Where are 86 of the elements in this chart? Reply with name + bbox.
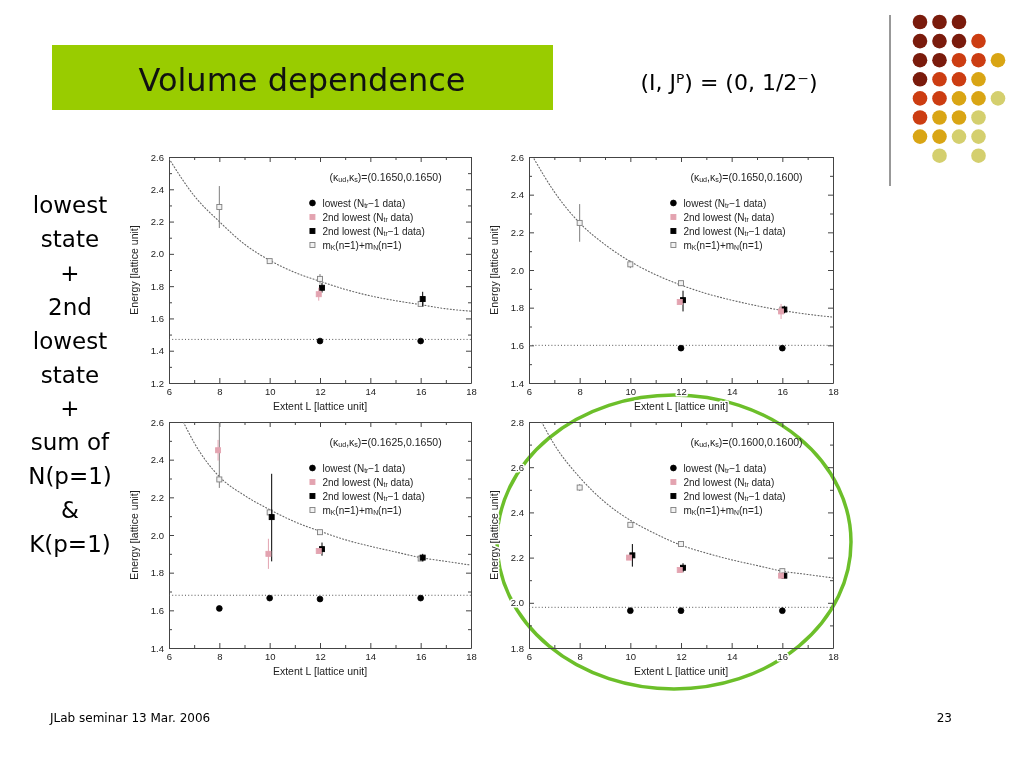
x-axis-title: Extent L [lattice unit] bbox=[272, 400, 368, 412]
x-tick-label: 16 bbox=[777, 385, 789, 397]
y-tick-label: 2.4 bbox=[150, 454, 164, 466]
y-tick-label: 2.0 bbox=[510, 264, 524, 276]
text: Volume dependence bbox=[138, 61, 466, 99]
y-tick-label: 2.2 bbox=[150, 216, 164, 228]
x-tick-label: 18 bbox=[828, 650, 839, 662]
x-tick-label: 18 bbox=[466, 650, 477, 662]
legend-label: m$_{K}$(n=1)+m$_{N}$(n=1) bbox=[683, 504, 763, 516]
text: (I, Jᴾ) = (0, 1/2⁻) bbox=[640, 70, 818, 95]
y-tick-label: 2.6 bbox=[150, 416, 164, 428]
x-tick-label: 10 bbox=[625, 385, 637, 397]
x-tick-label: 12 bbox=[676, 385, 687, 397]
legend-label: 2nd lowest (N$_{tr}$ data) bbox=[322, 211, 414, 223]
y-tick-label: 2.0 bbox=[150, 529, 164, 541]
legend-label: 2nd lowest (N$_{tr}$−1 data) bbox=[322, 490, 425, 502]
y-tick-label: 2.2 bbox=[510, 552, 524, 564]
y-tick-label: 2.4 bbox=[150, 183, 164, 195]
annotation: (κ$_{ud}$,κ$_{s}$)=(0.1600,0.1600) bbox=[690, 436, 803, 450]
y-tick-label: 2.2 bbox=[150, 491, 164, 503]
x-tick-label: 10 bbox=[264, 385, 276, 397]
x-tick-label: 8 bbox=[577, 650, 583, 662]
legend-label: lowest (N$_{tr}$−1 data) bbox=[683, 462, 767, 474]
legend-label: 2nd lowest (N$_{tr}$ data) bbox=[683, 211, 775, 223]
x-tick-label: 14 bbox=[365, 650, 377, 662]
x-tick-label: 6 bbox=[166, 385, 173, 397]
y-tick-label: 2.4 bbox=[510, 189, 524, 201]
x-tick-label: 14 bbox=[726, 650, 738, 662]
x-tick-label: 14 bbox=[726, 385, 738, 397]
text: 23 bbox=[936, 711, 952, 725]
x-tick-label: 18 bbox=[828, 385, 839, 397]
x-tick-label: 6 bbox=[166, 650, 173, 662]
y-tick-label: 1.8 bbox=[510, 642, 524, 654]
legend-label: lowest (N$_{tr}$−1 data) bbox=[322, 462, 406, 474]
legend-label: 2nd lowest (N$_{tr}$−1 data) bbox=[322, 225, 425, 237]
y-tick-label: 1.2 bbox=[150, 377, 164, 389]
y-tick-label: 2.6 bbox=[150, 151, 164, 163]
y-tick-label: 2.8 bbox=[510, 416, 524, 428]
y-tick-label: 1.4 bbox=[510, 377, 524, 389]
legend-label: 2nd lowest (N$_{tr}$ data) bbox=[683, 476, 775, 488]
y-tick-label: 1.8 bbox=[150, 280, 164, 292]
legend-label: m$_{K}$(n=1)+m$_{N}$(n=1) bbox=[322, 239, 402, 251]
y-tick-label: 2.4 bbox=[510, 506, 524, 518]
x-tick-label: 12 bbox=[676, 650, 687, 662]
y-tick-label: 1.6 bbox=[510, 339, 524, 351]
x-tick-label: 12 bbox=[315, 650, 326, 662]
x-tick-label: 10 bbox=[264, 650, 276, 662]
x-tick-label: 14 bbox=[365, 385, 377, 397]
x-tick-label: 6 bbox=[526, 385, 533, 397]
x-tick-label: 10 bbox=[625, 650, 637, 662]
y-axis-title: Energy [lattice unit] bbox=[488, 490, 500, 580]
y-axis-title: Energy [lattice unit] bbox=[488, 225, 500, 315]
x-axis-title: Extent L [lattice unit] bbox=[272, 665, 368, 677]
legend-label: m$_{K}$(n=1)+m$_{N}$(n=1) bbox=[322, 504, 402, 516]
annotation: (κ$_{ud}$,κ$_{s}$)=(0.1650,0.1600) bbox=[690, 171, 803, 185]
y-tick-label: 2.6 bbox=[510, 151, 524, 163]
legend-label: 2nd lowest (N$_{tr}$−1 data) bbox=[683, 490, 786, 502]
y-tick-label: 1.6 bbox=[150, 604, 164, 616]
x-tick-label: 8 bbox=[577, 385, 583, 397]
y-tick-label: 2.0 bbox=[150, 248, 164, 260]
y-tick-label: 1.8 bbox=[510, 302, 524, 314]
annotation: (κ$_{ud}$,κ$_{s}$)=(0.1625,0.1650) bbox=[329, 436, 442, 450]
x-tick-label: 6 bbox=[526, 650, 533, 662]
legend-label: 2nd lowest (N$_{tr}$−1 data) bbox=[683, 225, 786, 237]
text: lowest state + 2nd lowest state + sum of N(p=1) & K(p=1) bbox=[28, 192, 112, 557]
x-tick-label: 18 bbox=[466, 385, 477, 397]
y-axis-title: Energy [lattice unit] bbox=[128, 490, 140, 580]
y-axis-title: Energy [lattice unit] bbox=[128, 225, 140, 315]
y-tick-label: 1.4 bbox=[150, 642, 164, 654]
legend-label: lowest (N$_{tr}$−1 data) bbox=[683, 197, 767, 209]
x-tick-label: 16 bbox=[415, 650, 427, 662]
x-tick-label: 8 bbox=[217, 385, 223, 397]
x-axis-title: Extent L [lattice unit] bbox=[633, 665, 729, 677]
y-tick-label: 1.6 bbox=[150, 312, 164, 324]
y-tick-label: 1.4 bbox=[150, 345, 164, 357]
legend-label: 2nd lowest (N$_{tr}$ data) bbox=[322, 476, 414, 488]
x-tick-label: 12 bbox=[315, 385, 326, 397]
x-axis-title: Extent L [lattice unit] bbox=[633, 400, 729, 412]
y-tick-label: 2.2 bbox=[510, 226, 524, 238]
y-tick-label: 1.8 bbox=[150, 567, 164, 579]
legend-label: m$_{K}$(n=1)+m$_{N}$(n=1) bbox=[683, 239, 763, 251]
x-tick-label: 8 bbox=[217, 650, 223, 662]
annotation: (κ$_{ud}$,κ$_{s}$)=(0.1650,0.1650) bbox=[329, 171, 442, 185]
text: JLab seminar 13 Mar. 2006 bbox=[49, 711, 211, 725]
x-tick-label: 16 bbox=[415, 385, 427, 397]
legend-label: lowest (N$_{tr}$−1 data) bbox=[322, 197, 406, 209]
